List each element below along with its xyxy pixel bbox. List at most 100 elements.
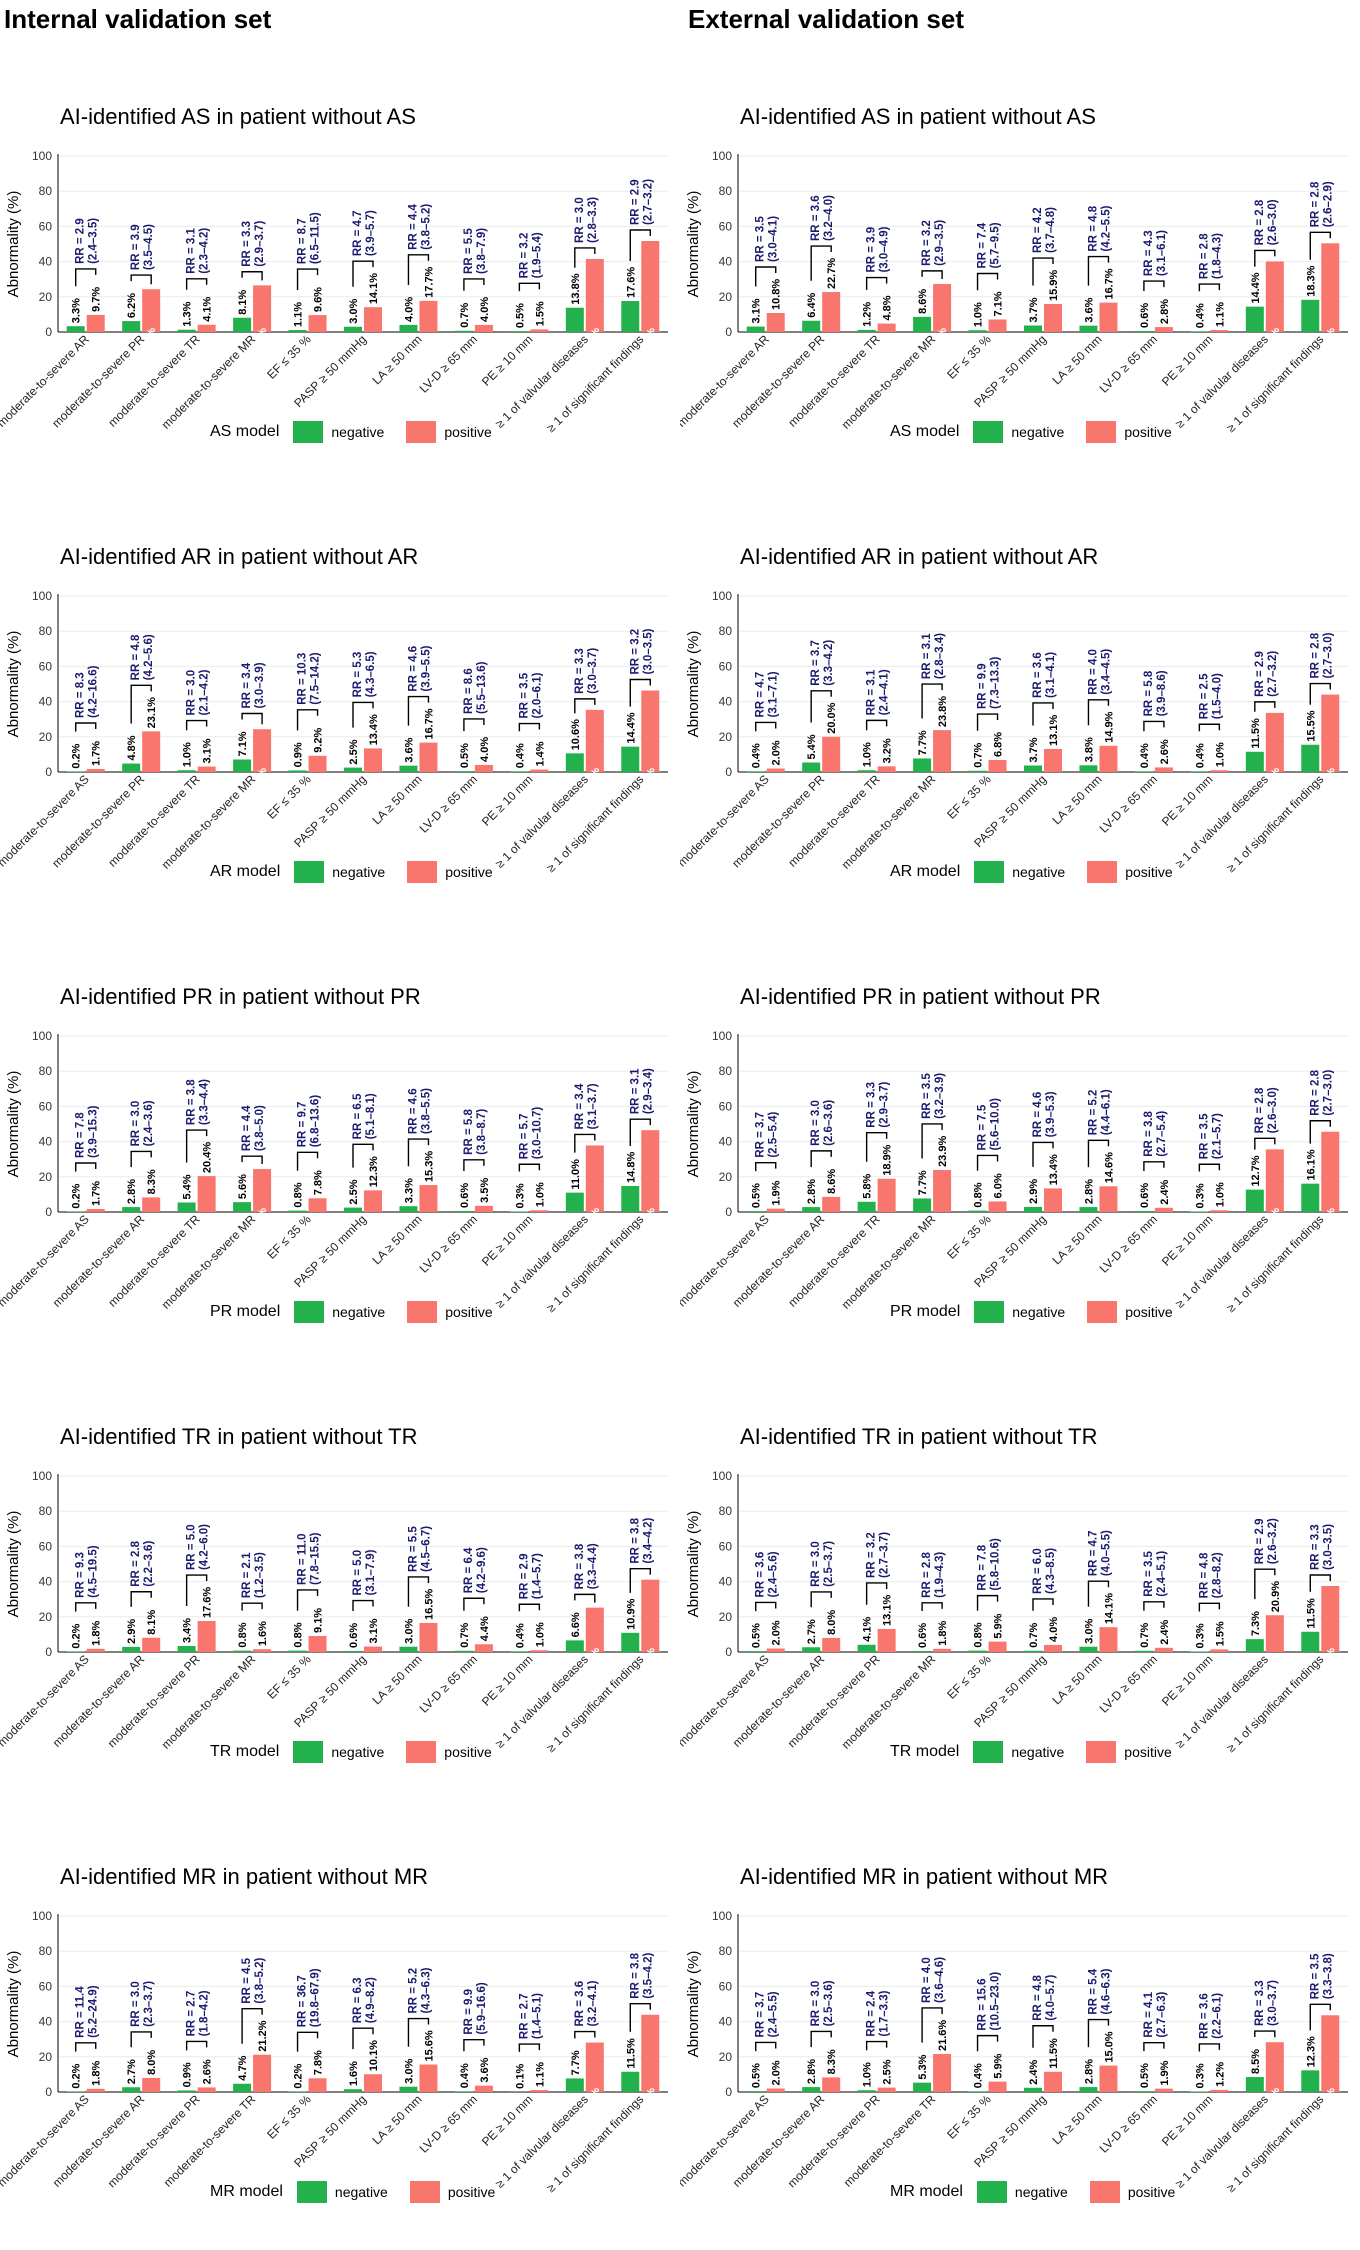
x-tick-label: moderate-to-severe AS [0, 772, 92, 869]
data-label-negative: 15.5% [1305, 710, 1317, 741]
bar-chart-svg: 0 20 40 60 80 100 Abnormality (%) 0.2% 1.8% RR = … [0, 1469, 668, 1755]
x-tick-label: moderate-to-severe MR [159, 1212, 259, 1312]
bar-negative [1024, 1206, 1042, 1212]
bar-negative [288, 1650, 307, 1652]
rr-label: RR = 3.5 [1198, 1113, 1210, 1159]
y-tick-label: 80 [39, 1504, 53, 1518]
data-label-negative: 12.7% [1250, 1155, 1262, 1186]
bar-negative [510, 1651, 529, 1652]
data-label-positive: 6.8% [993, 732, 1005, 757]
bar-positive [1321, 694, 1340, 772]
legend-title: TR model [890, 1743, 960, 1760]
bar-chart-svg: 0 20 40 60 80 100 Abnormality (%) 0.4% 2.0% RR = … [680, 589, 1348, 875]
bar-positive [1099, 1186, 1118, 1212]
bar-negative [1301, 299, 1320, 332]
bar-positive [86, 1648, 105, 1652]
rr-label: RR = 3.4 [574, 1083, 586, 1129]
bar-positive [253, 1649, 272, 1652]
rr-label: RR = 3.6 [810, 195, 822, 241]
data-label-positive: 43.6% [1325, 2088, 1337, 2119]
ci-label: (2.8–3.3) [587, 197, 599, 243]
ci-label: (3.2–4.0) [823, 195, 835, 241]
bar-negative [802, 320, 821, 332]
bar-positive [474, 1644, 493, 1652]
bar-positive [419, 300, 438, 332]
x-tick-label: EF ≤ 35 % [264, 1212, 314, 1262]
rr-label: RR = 3.3 [241, 221, 253, 267]
bar-positive [1154, 767, 1173, 772]
rr-label: RR = 7.5 [977, 1104, 989, 1150]
data-label-negative: 2.8% [1083, 1179, 1095, 1204]
data-label-positive: 8.0% [146, 2050, 158, 2075]
significance-bracket [1309, 1120, 1331, 1144]
legend-swatch-negative [293, 421, 324, 443]
bar-negative [746, 1211, 765, 1212]
y-tick-label: 0 [45, 1645, 52, 1659]
data-label-negative: 0.5% [751, 1623, 763, 1648]
bar-negative [1301, 2070, 1320, 2092]
bar-positive [1099, 302, 1118, 332]
data-label-negative: 14.8% [625, 1152, 637, 1183]
y-tick-label: 0 [725, 1205, 732, 1219]
rr-label: RR = 8.7 [297, 218, 309, 264]
x-tick-label: LA ≥ 50 mm [1049, 332, 1104, 387]
bar-negative [913, 1198, 932, 1212]
bar-negative [621, 1185, 640, 1212]
ci-label: (1.9–5.4) [531, 232, 543, 278]
data-label-positive: 28.3% [1270, 2088, 1282, 2119]
bar-positive [86, 2088, 105, 2092]
bar-positive [197, 324, 216, 332]
data-label-negative: 5.8% [862, 1174, 874, 1199]
bar-positive [766, 1208, 785, 1212]
significance-bracket [629, 678, 651, 707]
data-label-negative: 0.6% [1139, 303, 1151, 328]
rr-label: RR = 5.2 [407, 1968, 419, 2014]
significance-bracket [463, 1159, 485, 1171]
rr-label: RR = 8.6 [463, 668, 475, 714]
bar-negative [288, 330, 307, 332]
x-tick-label: moderate-to-severe AS [0, 2092, 92, 2189]
y-tick-label: 80 [39, 184, 53, 198]
ci-label: (2.7–6.3) [1156, 1991, 1168, 2037]
bar-negative [857, 2090, 876, 2092]
x-tick-label: moderate-to-severe TR [105, 772, 203, 870]
bar-negative [746, 1651, 765, 1652]
ci-label: (2.7–5.4) [1156, 1111, 1168, 1157]
data-label-positive: 28.1% [590, 2088, 602, 2119]
bar-positive [641, 1579, 660, 1652]
bar-positive [1210, 770, 1229, 772]
y-tick-label: 0 [725, 1645, 732, 1659]
y-tick-label: 60 [719, 219, 733, 233]
bar-negative [66, 326, 85, 332]
rr-label: RR = 4.6 [407, 646, 419, 692]
chart-legend: PR model negative positive [210, 1299, 515, 1325]
x-tick-label: EF ≤ 35 % [264, 332, 314, 382]
significance-bracket [1087, 1139, 1110, 1168]
data-label-positive: 17.7% [423, 266, 435, 297]
significance-bracket [296, 268, 319, 291]
significance-bracket [1254, 249, 1276, 267]
rr-label: RR = 11.0 [297, 1534, 309, 1585]
significance-bracket [518, 1163, 541, 1172]
chart-title: AI-identified AR in patient without AR [60, 544, 419, 569]
bar-positive [822, 1196, 841, 1212]
x-tick-label: moderate-to-severe PR [729, 772, 827, 870]
rr-label: RR = 3.0 [574, 197, 586, 243]
rr-label: RR = 3.6 [1198, 1993, 1210, 2039]
data-label-positive: 20.0% [826, 702, 838, 733]
rr-label: RR = 36.7 [297, 1975, 309, 2027]
bar-positive [308, 1198, 327, 1212]
legend-label-positive: positive [444, 424, 492, 440]
bar-negative [122, 2087, 141, 2092]
bar-positive [933, 1648, 952, 1652]
y-tick-label: 20 [39, 2050, 53, 2064]
y-tick-label: 100 [32, 149, 52, 163]
data-label-negative: 0.4% [514, 1623, 526, 1648]
internal-set-title: Internal validation set [4, 4, 272, 34]
rr-label: RR = 3.9 [130, 224, 142, 270]
data-label-positive: 1.0% [1214, 742, 1226, 767]
rr-label: RR = 5.5 [407, 1526, 419, 1572]
significance-bracket [865, 1132, 888, 1162]
data-label-negative: 0.3% [1194, 1183, 1206, 1208]
rr-label: RR = 4.7 [755, 672, 767, 718]
